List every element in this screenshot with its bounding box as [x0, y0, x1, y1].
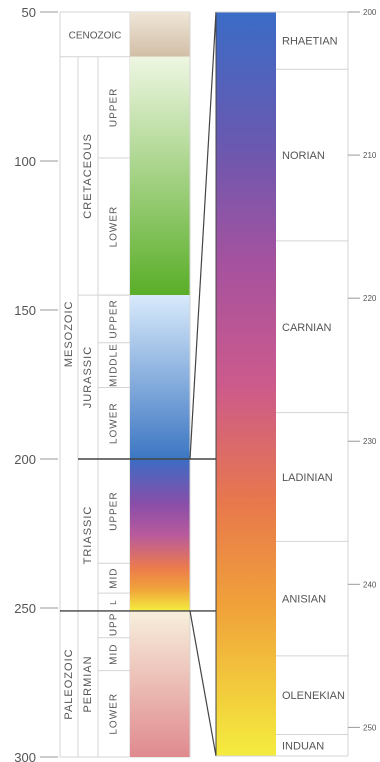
triassic-stage-column: RHAETIAN NORIAN CARNIAN LADINIAN ANISIAN OLEN…	[215, 11, 349, 757]
left-tick-label: 300	[14, 750, 36, 762]
era-label: PALEOZOIC	[63, 648, 75, 719]
epoch-label: MID	[109, 644, 120, 665]
epoch-label: LOWER	[109, 693, 120, 735]
jurassic-color-band	[130, 295, 190, 459]
right-age-axis: 200 210 220 230 240 250	[348, 8, 377, 732]
period-label: CRETACEOUS	[82, 133, 94, 219]
stage-label: LADINIAN	[282, 472, 333, 484]
period-label: JURASSIC	[82, 346, 94, 408]
right-tick-label: 200	[363, 8, 377, 17]
left-color-bar	[60, 12, 218, 757]
epoch-label: UPP	[109, 613, 120, 637]
connector-top	[189, 11, 217, 460]
right-tick-label: 230	[363, 437, 377, 446]
triassic-zoom-color-bar	[216, 12, 276, 756]
left-tick-label: 50	[22, 5, 36, 20]
stage-label: RHAETIAN	[282, 36, 338, 48]
right-tick-label: 220	[363, 294, 377, 303]
stage-label: INDUAN	[282, 740, 324, 752]
permian-color-band	[130, 610, 190, 757]
stage-label: CARNIAN	[282, 322, 332, 334]
zoom-connector-lines	[189, 11, 217, 757]
triassic-color-band	[130, 459, 190, 611]
right-tick-label: 250	[363, 723, 377, 732]
epoch-label: MID	[109, 568, 120, 589]
connector-bottom	[189, 610, 217, 757]
epoch-label: MIDDLE	[109, 343, 120, 387]
era-label: CENOZOIC	[69, 30, 122, 41]
left-tick-label: 250	[14, 601, 36, 616]
right-tick-label: 240	[363, 580, 377, 589]
epoch-label: UPPER	[109, 88, 120, 127]
left-age-axis: 50 100 150 200 250 300	[14, 5, 58, 762]
epoch-label: LOWER	[109, 402, 120, 444]
epoch-label: LOWER	[109, 206, 120, 248]
stage-label: OLENEKIAN	[282, 690, 345, 702]
period-label: PERMIAN	[82, 655, 94, 712]
cenozoic-color-band	[130, 12, 190, 57]
epoch-label: UPPER	[109, 299, 120, 338]
right-tick-label: 210	[363, 151, 377, 160]
era-label: MESOZOIC	[63, 301, 75, 368]
epoch-label: UPPER	[109, 491, 120, 530]
cretaceous-color-band	[130, 56, 190, 296]
stage-label: NORIAN	[282, 150, 325, 162]
left-tick-label: 100	[14, 154, 36, 169]
period-label: TRIASSIC	[82, 506, 94, 565]
stage-label: ANISIAN	[282, 594, 326, 606]
epoch-label: L	[109, 599, 118, 604]
left-tick-label: 200	[14, 452, 36, 467]
left-tick-label: 150	[14, 303, 36, 318]
